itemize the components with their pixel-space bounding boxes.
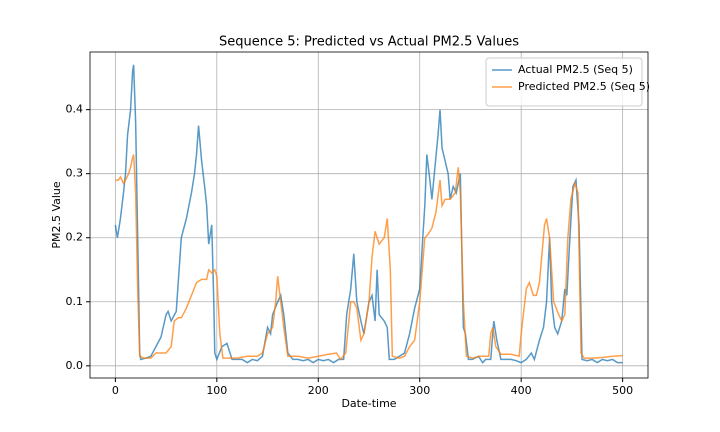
legend-label: Predicted PM2.5 (Seq 5) (518, 80, 650, 93)
y-tick-label: 0.3 (66, 167, 84, 180)
y-tick-label: 0.2 (66, 231, 84, 244)
legend-label: Actual PM2.5 (Seq 5) (518, 63, 633, 76)
plot-frame (89, 51, 649, 379)
y-axis-label: PM2.5 Value (50, 181, 63, 249)
series-line (115, 154, 623, 361)
x-tick-label: 400 (511, 384, 532, 397)
chart-title: Sequence 5: Predicted vs Actual PM2.5 Va… (219, 35, 519, 50)
y-tick-label: 0.4 (66, 103, 84, 116)
legend-box (485, 57, 643, 107)
x-tick-label: 300 (409, 384, 430, 397)
x-tick-label: 200 (308, 384, 329, 397)
series-line (114, 64, 623, 364)
x-axis-label: Date-time (341, 397, 396, 410)
x-tick-label: 500 (612, 384, 633, 397)
x-tick-label: 0 (112, 384, 119, 397)
y-tick-label: 0.0 (66, 359, 84, 372)
y-tick-label: 0.1 (66, 295, 84, 308)
x-tick-label: 100 (206, 384, 227, 397)
